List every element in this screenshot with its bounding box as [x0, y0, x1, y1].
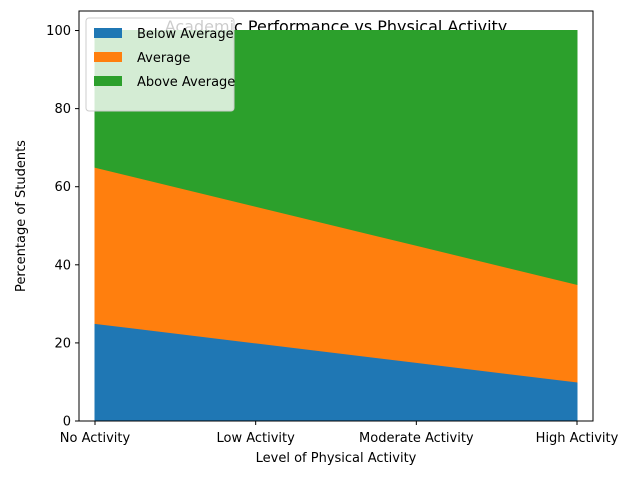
legend-swatch-above-average: [94, 76, 122, 86]
legend-label-above-average: Above Average: [137, 75, 235, 90]
y-axis-label: Percentage of Students: [14, 140, 29, 292]
legend-label-below-average: Below Average: [137, 27, 234, 42]
plot-frame: [78, 10, 594, 422]
x-axis-label: Level of Physical Activity: [256, 451, 417, 466]
y-tick-label: 40: [54, 258, 71, 273]
x-tick-label: Low Activity: [216, 431, 295, 446]
legend-label-average: Average: [137, 51, 190, 66]
x-tick-label: Moderate Activity: [359, 431, 474, 446]
x-tick-label: High Activity: [536, 431, 619, 446]
legend-box: [85, 17, 235, 112]
y-tick-label: 100: [46, 24, 71, 39]
legend: Below Average Average Above Average: [85, 17, 235, 112]
y-tick-label: 20: [54, 336, 71, 351]
y-tick-label: 60: [54, 180, 71, 195]
y-tick-label: 80: [54, 102, 71, 117]
y-axis: 0 20 40 60 80 100: [46, 24, 79, 430]
y-tick-label: 0: [63, 415, 71, 430]
legend-swatch-below-average: [94, 28, 122, 38]
x-axis: No Activity Low Activity Moderate Activity…: [60, 421, 619, 446]
legend-swatch-average: [94, 52, 122, 62]
x-tick-label: No Activity: [60, 431, 131, 446]
